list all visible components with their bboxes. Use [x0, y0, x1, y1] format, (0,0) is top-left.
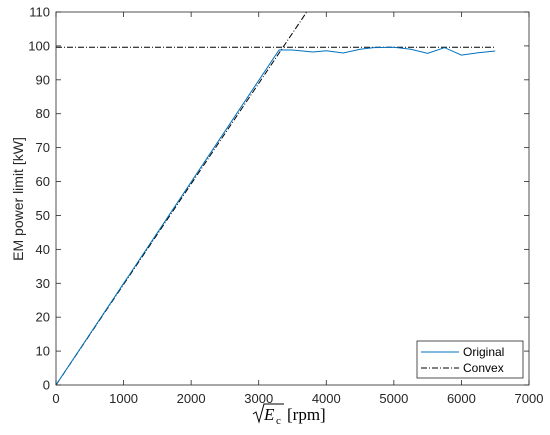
axes-layer — [55, 11, 530, 386]
x-tick-label: 7000 — [515, 391, 544, 406]
x-axis-label-symbol: E — [263, 405, 275, 424]
y-tick-label: 110 — [29, 5, 50, 20]
x-tick-label: 3000 — [244, 391, 273, 406]
legend-label-convex: Convex — [463, 361, 504, 375]
y-tick-label: 60 — [36, 174, 50, 189]
x-tick-label: 1000 — [109, 391, 138, 406]
legend: Original Convex — [416, 340, 524, 379]
x-axis-label: E c [rpm] — [252, 403, 326, 427]
legend-label-original: Original — [463, 345, 504, 359]
x-axis-label-subscript: c — [276, 415, 281, 427]
y-tick-label: 0 — [43, 378, 50, 393]
series-original-line — [56, 46, 496, 385]
y-tick-label: 90 — [36, 72, 50, 87]
y-tick-label: 70 — [36, 140, 50, 155]
y-tick-label: 50 — [36, 208, 50, 223]
axes-box — [55, 11, 530, 386]
x-tick-label: 0 — [52, 391, 59, 406]
sqrt-sign — [252, 403, 284, 424]
x-tick-label: 5000 — [379, 391, 408, 406]
series-layer — [56, 12, 496, 385]
x-axis-label-unit: [rpm] — [287, 405, 326, 424]
y-tick-label: 100 — [28, 38, 50, 53]
y-tick-label: 30 — [36, 276, 50, 291]
y-axis-label: EM power limit [kW] — [10, 137, 26, 261]
x-tick-label: 2000 — [177, 391, 206, 406]
x-tick-label: 6000 — [447, 391, 476, 406]
x-tick-label: 4000 — [312, 391, 341, 406]
ticks-layer: 0 1000 2000 3000 4000 5000 6000 7000 0 10 20 30 40 50… — [28, 5, 543, 407]
y-tick-label: 40 — [36, 242, 50, 257]
legend-box — [416, 340, 524, 379]
y-tick-label: 20 — [36, 310, 50, 325]
y-tick-label: 10 — [36, 344, 50, 359]
y-tick-label: 80 — [36, 106, 50, 121]
